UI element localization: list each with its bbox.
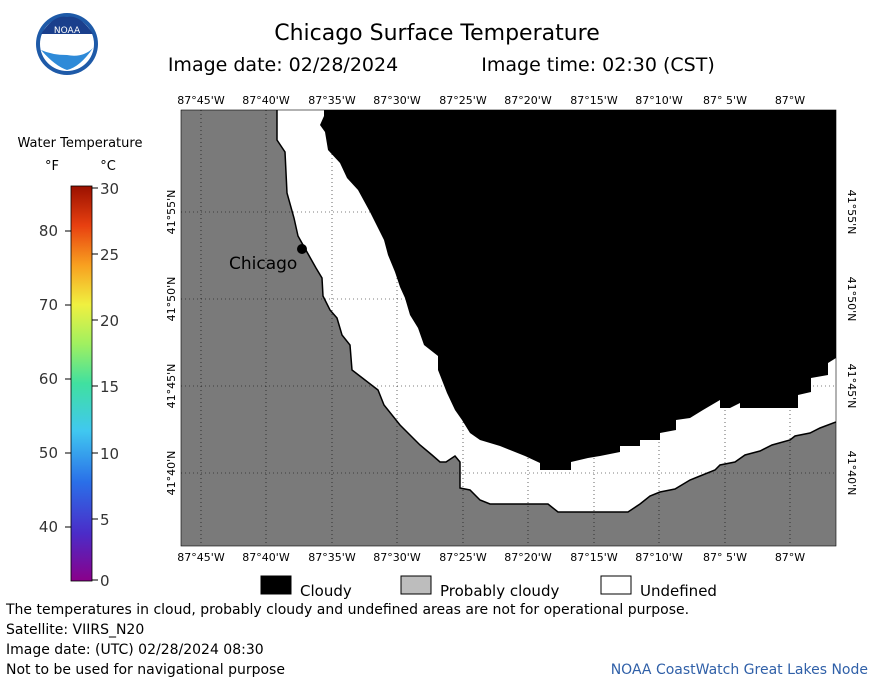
colorbar-unit-c: °C — [100, 159, 116, 174]
map-area — [181, 110, 836, 546]
colorbar-gradient — [70, 185, 93, 582]
c-tick: 5 — [100, 511, 110, 529]
lon-label: 87°10'W — [635, 94, 683, 107]
lat-label: 41°50'N — [845, 277, 858, 322]
footer-satellite: Satellite: VIIRS_N20 — [6, 622, 145, 638]
lat-label: 41°50'N — [165, 277, 178, 322]
f-tick: 40 — [39, 518, 58, 536]
legend-swatch-probably-cloudy — [400, 575, 432, 595]
c-tick: 20 — [100, 312, 119, 330]
cloud-area — [320, 110, 836, 470]
land-area — [181, 110, 836, 546]
lon-label: 87°15'W — [570, 551, 618, 564]
lon-label: 87°35'W — [308, 551, 356, 564]
lon-label: 87°W — [775, 94, 805, 107]
footer-disclaimer: The temperatures in cloud, probably clou… — [6, 602, 690, 618]
c-tick: 10 — [100, 445, 119, 463]
lat-label: 41°45'N — [845, 364, 858, 409]
f-tick: 70 — [39, 296, 58, 314]
legend-label-undefined: Undefined — [640, 582, 717, 600]
colorbar: Water Temperature °F °C 80 70 60 50 40 3… — [18, 136, 143, 590]
legend-swatch-cloudy — [260, 575, 292, 595]
lat-label: 41°55'N — [165, 190, 178, 235]
f-tick: 80 — [39, 222, 58, 240]
colorbar-unit-f: °F — [45, 159, 59, 174]
map-frame — [180, 109, 837, 547]
footer-credit: NOAA CoastWatch Great Lakes Node — [610, 662, 868, 678]
lat-label: 41°45'N — [165, 364, 178, 409]
legend-label-probably-cloudy: Probably cloudy — [440, 582, 559, 600]
logo-text: NOAA — [54, 26, 81, 36]
lat-label: 41°55'N — [845, 190, 858, 235]
city-marker-icon — [297, 244, 307, 254]
f-tick: 60 — [39, 370, 58, 388]
lon-label: 87°15'W — [570, 94, 618, 107]
c-tick: 15 — [100, 378, 119, 396]
lon-label: 87°10'W — [635, 551, 683, 564]
lon-label: 87°20'W — [504, 551, 552, 564]
lon-label: 87°25'W — [439, 551, 487, 564]
lon-label: 87°45'W — [177, 551, 225, 564]
city-label: Chicago — [229, 254, 297, 274]
c-tick: 30 — [100, 180, 119, 198]
coastline — [276, 110, 836, 513]
footer-navigation: Not to be used for navigational purpose — [6, 662, 285, 678]
lon-label: 87° 5'W — [703, 551, 747, 564]
lon-label: 87°30'W — [373, 94, 421, 107]
c-tick: 0 — [100, 572, 110, 590]
lon-label: 87°W — [775, 551, 805, 564]
legend: Cloudy Probably cloudy Undefined — [260, 575, 717, 600]
lon-label: 87°40'W — [242, 94, 290, 107]
f-tick: 50 — [39, 444, 58, 462]
lon-label: 87° 5'W — [703, 94, 747, 107]
lon-label: 87°45'W — [177, 94, 225, 107]
page-title: Chicago Surface Temperature — [274, 21, 600, 46]
legend-label-cloudy: Cloudy — [300, 582, 352, 600]
image-date: Image date: 02/28/2024 — [168, 54, 398, 76]
image-time: Image time: 02:30 (CST) — [481, 54, 714, 76]
footer-utc-date: Image date: (UTC) 02/28/2024 08:30 — [6, 642, 264, 658]
graticule — [181, 110, 836, 546]
c-tick: 25 — [100, 246, 119, 264]
lat-label: 41°40'N — [165, 451, 178, 496]
lon-label: 87°30'W — [373, 551, 421, 564]
colorbar-title: Water Temperature — [18, 136, 143, 151]
noaa-logo: NOAA — [36, 13, 98, 75]
lat-label: 41°40'N — [845, 451, 858, 496]
lon-label: 87°40'W — [242, 551, 290, 564]
legend-swatch-undefined — [600, 575, 632, 595]
lon-label: 87°20'W — [504, 94, 552, 107]
lon-label: 87°25'W — [439, 94, 487, 107]
lon-label: 87°35'W — [308, 94, 356, 107]
